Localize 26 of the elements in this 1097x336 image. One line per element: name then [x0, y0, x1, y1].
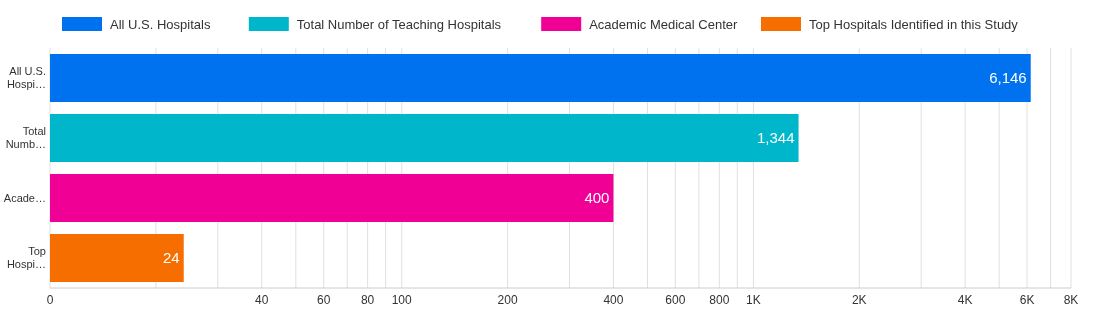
x-tick-label: 1K	[746, 293, 761, 307]
x-tick-label: 100	[391, 293, 413, 307]
x-tick-label: 60	[316, 293, 331, 307]
legend-label: All U.S. Hospitals	[110, 16, 211, 32]
x-tick-label: 2K	[851, 293, 867, 307]
y-tick-label: All U.S. Hospi…	[6, 65, 46, 91]
legend-label: Top Hospitals Identified in this Study	[809, 16, 1019, 32]
x-tick-label: 80	[360, 293, 375, 307]
data-label: 1,344	[757, 129, 795, 147]
y-tick-label: Top Hospi…	[6, 245, 46, 271]
x-tick-label: 200	[497, 293, 518, 307]
data-label: 400	[584, 189, 610, 207]
x-tick-label: 4K	[957, 293, 973, 307]
data-label: 24	[163, 249, 180, 267]
legend-label: Academic Medical Center	[589, 16, 738, 32]
x-tick-label: 0	[46, 293, 54, 307]
x-tick-label: 8K	[1063, 293, 1079, 307]
y-tick-label: Acade…	[3, 191, 46, 204]
x-tick-label: 40	[255, 293, 269, 307]
x-tick-label: 6K	[1019, 293, 1035, 307]
y-tick-label: Total Numb…	[5, 125, 46, 151]
legend-label: Total Number of Teaching Hospitals	[296, 16, 502, 32]
x-tick-label: 400	[603, 293, 624, 307]
data-label: 6,146	[989, 69, 1027, 87]
x-tick-label: 600	[665, 293, 686, 307]
x-tick-label: 800	[709, 293, 730, 307]
